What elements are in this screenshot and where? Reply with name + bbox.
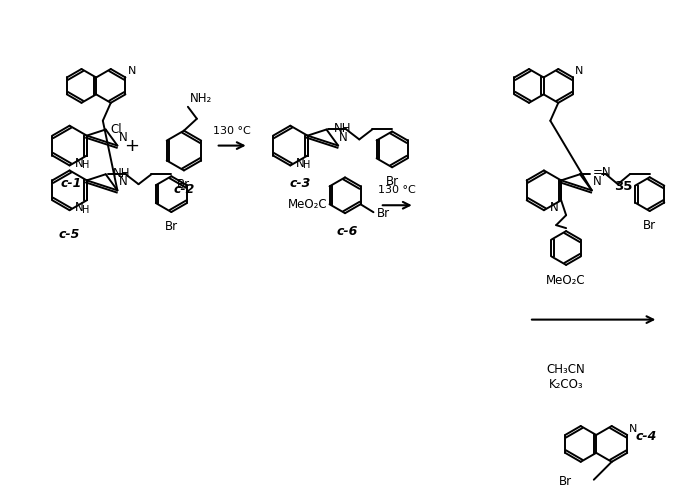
Text: 35: 35 [615, 180, 633, 194]
Text: N: N [593, 176, 601, 188]
Text: NH: NH [113, 166, 130, 179]
Text: MeO₂C: MeO₂C [546, 274, 586, 287]
Text: NH: NH [333, 122, 351, 135]
Text: K₂CO₃: K₂CO₃ [549, 378, 583, 391]
Text: N: N [127, 66, 136, 76]
Text: 130 °C: 130 °C [213, 126, 251, 136]
Text: Br: Br [177, 178, 190, 192]
Text: c-2: c-2 [173, 184, 195, 196]
Text: 130 °C: 130 °C [378, 186, 416, 196]
Text: MeO₂C: MeO₂C [288, 198, 328, 211]
Text: N: N [629, 424, 638, 434]
Text: N: N [75, 202, 84, 214]
Text: N: N [550, 202, 558, 214]
Text: Br: Br [377, 206, 390, 220]
Text: H: H [82, 160, 90, 170]
Text: c-5: c-5 [59, 228, 80, 241]
Text: Br: Br [643, 219, 656, 232]
Text: +: + [124, 136, 139, 154]
Text: N: N [75, 156, 84, 170]
Text: =N: =N [593, 166, 612, 179]
Text: N: N [340, 130, 348, 143]
Text: c-3: c-3 [290, 178, 311, 190]
Text: CH₃CN: CH₃CN [547, 363, 585, 376]
Text: N: N [296, 156, 304, 170]
Text: c-6: c-6 [336, 225, 358, 238]
Text: Br: Br [386, 175, 399, 188]
Text: Br: Br [164, 220, 178, 233]
Text: H: H [82, 205, 90, 215]
Text: N: N [118, 176, 127, 188]
Text: N: N [118, 130, 127, 143]
Text: H: H [303, 160, 310, 170]
Text: NH₂: NH₂ [190, 92, 212, 105]
Text: N: N [575, 66, 583, 76]
Text: c-4: c-4 [635, 430, 657, 444]
Text: Cl: Cl [111, 123, 122, 136]
Text: c-1: c-1 [61, 178, 82, 190]
Text: Br: Br [559, 475, 572, 488]
